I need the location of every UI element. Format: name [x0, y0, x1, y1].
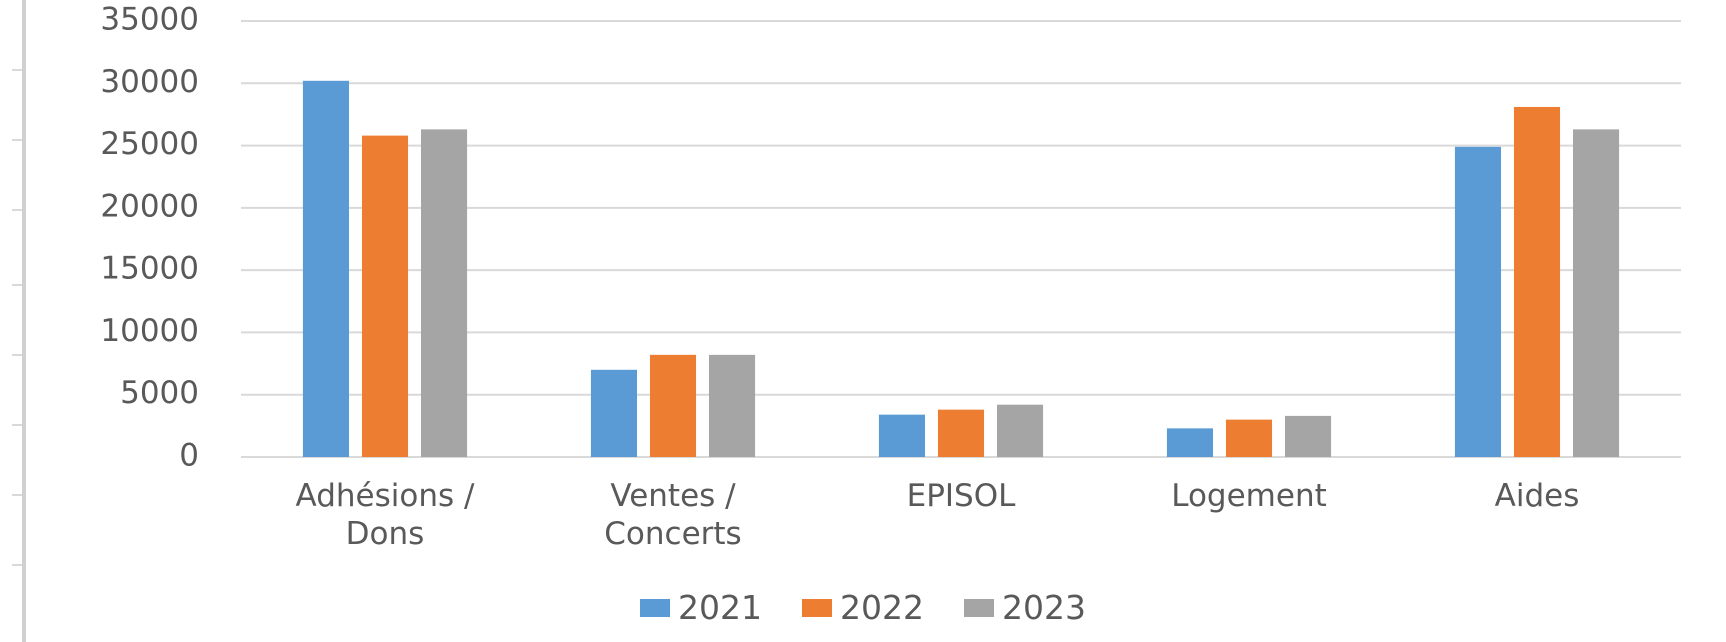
legend-swatch	[640, 598, 671, 617]
bar	[1285, 415, 1332, 457]
bar	[878, 414, 925, 457]
y-tick-label: 5000	[120, 375, 199, 411]
bar	[590, 369, 637, 457]
legend-item: 2022	[802, 588, 924, 627]
legend-label: 2021	[678, 588, 762, 627]
x-tick-label: Adhésions / Dons	[295, 478, 475, 552]
legend-swatch	[963, 598, 994, 617]
legend-item: 2021	[640, 588, 762, 627]
bar	[302, 80, 349, 458]
legend-label: 2022	[840, 588, 924, 627]
legend: 2021 2022 2023	[0, 588, 1726, 627]
x-tick-label: Aides	[1494, 478, 1580, 514]
bar	[649, 354, 697, 457]
frame-ticks	[12, 69, 22, 566]
x-tick-label: EPISOL	[906, 478, 1016, 514]
bar	[709, 354, 756, 457]
y-tick-label: 10000	[100, 313, 199, 349]
y-tick-label: 30000	[100, 64, 199, 100]
bar	[1166, 428, 1213, 457]
y-tick-label: 15000	[100, 251, 199, 287]
bar	[997, 404, 1044, 457]
bar	[421, 129, 468, 457]
bar	[1573, 129, 1620, 457]
x-tick-label: Logement	[1171, 478, 1327, 514]
bar	[1513, 106, 1561, 457]
legend-label: 2023	[1001, 588, 1086, 627]
legend-item: 2023	[963, 588, 1086, 627]
bar	[1454, 146, 1501, 457]
bar	[1225, 419, 1273, 457]
y-tick-label: 25000	[100, 126, 199, 162]
bar	[937, 409, 985, 457]
legend-swatch	[802, 598, 832, 617]
y-tick-label: 0	[179, 438, 199, 474]
bar	[361, 135, 409, 457]
x-tick-label: Ventes / Concerts	[604, 478, 742, 552]
y-tick-label: 35000	[100, 2, 199, 38]
y-tick-label: 20000	[100, 188, 199, 224]
